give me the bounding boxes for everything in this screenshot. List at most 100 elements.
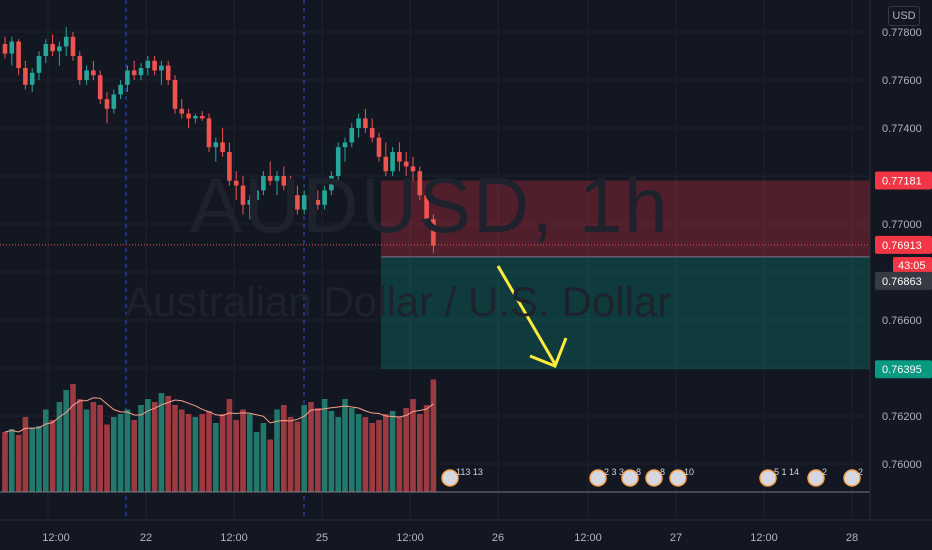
time-tick-label: 12:00: [750, 532, 778, 544]
candle-body: [213, 142, 219, 148]
candle-body: [70, 36, 76, 56]
volume-bar: [138, 405, 144, 492]
description-watermark: Australian Dollar / U.S. Dollar: [125, 278, 672, 325]
event-flag-icon: [589, 469, 607, 487]
volume-bar: [185, 414, 192, 492]
currency-button[interactable]: USD: [888, 6, 920, 26]
volume-bar: [301, 405, 307, 492]
candle-body: [63, 36, 69, 47]
price-tick-label: 0.77000: [882, 219, 922, 231]
volume-bar: [22, 417, 29, 492]
candle-body: [118, 84, 123, 95]
volume-bar: [233, 420, 239, 492]
volume-bar: [199, 414, 205, 492]
event-flag-icon: [441, 469, 459, 487]
volume-ma-line: [4, 397, 434, 433]
volume-bar: [315, 408, 321, 492]
volume-bar: [247, 414, 253, 492]
volume-bar: [192, 417, 199, 492]
volume-bar: [165, 396, 171, 492]
event-count-label: 10: [684, 467, 694, 477]
candle-body: [227, 152, 232, 181]
candle-body: [335, 147, 341, 176]
time-tick-label: 27: [670, 532, 682, 544]
price-tick-label: 0.76200: [882, 411, 922, 423]
candle-body: [186, 113, 191, 119]
volume-bar: [335, 417, 341, 492]
volume-bar: [2, 432, 8, 492]
time-tick-label: 12:00: [220, 532, 248, 544]
volume-bar: [131, 420, 137, 492]
time-tick-label: 12:00: [42, 532, 70, 544]
time-tick-label: 25: [316, 532, 328, 544]
volume-bar: [376, 420, 382, 492]
volume-bar: [260, 423, 267, 492]
event-count-label: 8: [660, 467, 665, 477]
candle-body: [84, 70, 89, 80]
candle-body: [403, 161, 409, 167]
volume-bar: [145, 399, 151, 492]
volume-bar: [281, 405, 287, 492]
price-tick-label: 0.76000: [882, 459, 922, 471]
volume-bar: [410, 399, 416, 492]
volume-bar: [9, 429, 15, 492]
volume-bar: [226, 399, 233, 492]
event-flag-icon: [645, 469, 663, 487]
countdown-bg: [893, 257, 932, 273]
candle-body: [36, 56, 42, 73]
candle-body: [376, 137, 382, 157]
candle-body: [356, 118, 361, 128]
volume-bar: [70, 384, 76, 492]
volume-bar: [349, 408, 355, 492]
stop-loss-zone: [381, 180, 870, 257]
time-tick-label: 12:00: [574, 532, 602, 544]
candle-body: [417, 171, 423, 196]
stop-loss-price-label: 0.77181: [882, 176, 922, 188]
candle-body: [295, 195, 300, 210]
event-flag-icon: [621, 469, 639, 487]
candle-body: [308, 195, 314, 200]
candle-body: [390, 152, 395, 172]
volume-bar: [342, 399, 348, 492]
event-count-label: 113 13: [456, 467, 483, 477]
volume-bar: [308, 402, 314, 492]
candle-body: [193, 116, 198, 119]
volume-bar: [63, 390, 69, 492]
candle-body: [29, 72, 35, 85]
price-tick-label: 0.77600: [882, 75, 922, 87]
volume-bar: [274, 409, 280, 492]
candle-body: [410, 166, 416, 172]
take-profit-zone: [381, 256, 870, 370]
volume-bar: [369, 423, 375, 492]
candle-body: [329, 176, 334, 191]
candle-body: [342, 142, 348, 148]
entry-price-label: 0.76863: [882, 276, 922, 288]
candle-body: [16, 41, 21, 68]
volume-bar: [321, 399, 328, 492]
volume-bar: [179, 409, 185, 492]
take-profit-price-label-bg: [875, 360, 932, 379]
candle-body: [240, 185, 246, 205]
event-flag-icon: [807, 469, 825, 487]
volume-bar: [355, 414, 362, 492]
price-tick-label: 0.77400: [882, 123, 922, 135]
take-profit-price-label: 0.76395: [882, 364, 922, 376]
volume-bar: [49, 420, 56, 492]
event-count-label: 2: [858, 467, 863, 477]
candle-body: [159, 65, 164, 71]
candle-body: [50, 44, 55, 52]
candle-body: [322, 190, 327, 205]
time-tick-label: 28: [846, 532, 858, 544]
event-flag-icon: [843, 469, 861, 487]
candle-body: [57, 46, 62, 52]
entry-price-label-bg: [875, 271, 932, 290]
volume-bar: [83, 409, 90, 492]
volume-bar: [389, 411, 396, 492]
price-tick-label: 0.76600: [882, 315, 922, 327]
candle-body: [274, 176, 280, 181]
candle-body: [349, 128, 355, 143]
volume-bar: [117, 414, 124, 492]
bar-countdown-label: 43:05: [898, 260, 926, 272]
volume-bar: [124, 409, 131, 492]
